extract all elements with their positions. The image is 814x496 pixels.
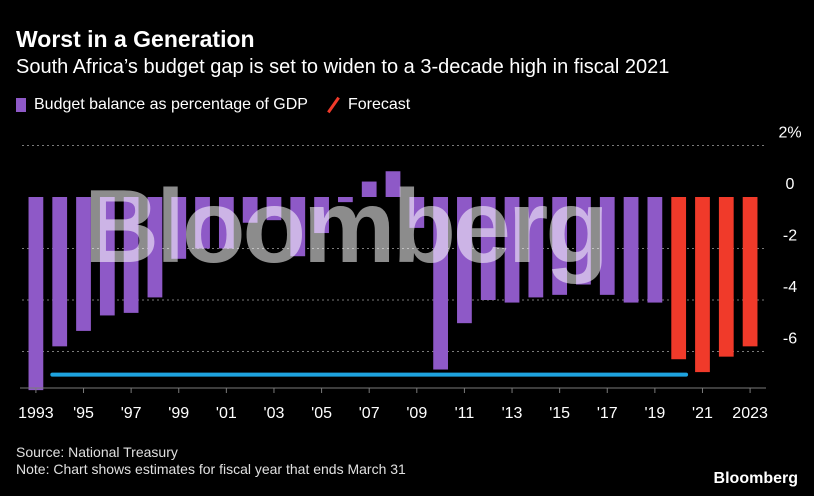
brand-logo: Bloomberg <box>713 470 798 487</box>
x-tick-label: '95 <box>73 405 94 422</box>
actual-bar <box>409 197 425 228</box>
x-tick-label: '21 <box>692 405 713 422</box>
x-tick-label: '03 <box>264 405 285 422</box>
x-tick-label: '09 <box>406 405 427 422</box>
actual-bar <box>385 171 401 197</box>
x-tick-label: '17 <box>597 405 618 422</box>
legend: Budget balance as percentage of GDP Fore… <box>16 95 410 115</box>
actual-bar <box>457 197 472 324</box>
actual-bar <box>599 197 615 295</box>
forecast-bar <box>695 197 710 373</box>
actual-bar <box>76 197 91 331</box>
y-tick-label: -6 <box>783 331 797 348</box>
x-tick-label: '07 <box>359 405 380 422</box>
actual-bar <box>290 197 306 257</box>
legend-swatch-budget <box>16 98 26 112</box>
actual-bar <box>171 197 187 259</box>
actual-bar <box>504 197 520 303</box>
actual-bar <box>266 197 282 221</box>
y-tick-label: 0 <box>786 176 795 193</box>
actual-bar <box>218 197 234 249</box>
x-tick-label: '97 <box>121 405 142 422</box>
x-tick-label: '99 <box>168 405 189 422</box>
x-tick-label: '01 <box>216 405 237 422</box>
chart-title: Worst in a Generation <box>16 26 255 52</box>
x-tick-label: '19 <box>644 405 665 422</box>
actual-bar <box>123 197 139 313</box>
actual-bar <box>314 197 329 234</box>
actual-bar <box>28 197 44 391</box>
y-tick-label: 2% <box>778 125 801 142</box>
x-tick-label: '05 <box>311 405 332 422</box>
y-tick-label: -2 <box>783 228 797 245</box>
actual-bar <box>623 197 639 303</box>
source-note: Source: National Treasury <box>16 444 178 460</box>
forecast-bar <box>742 197 758 347</box>
footnote: Note: Chart shows estimates for fiscal y… <box>16 461 406 477</box>
x-tick-label: 1993 <box>18 405 54 422</box>
actual-bar <box>528 197 544 298</box>
actual-bar <box>147 197 163 298</box>
actual-bar <box>576 197 591 285</box>
actual-bar <box>195 197 210 249</box>
actual-bar <box>480 197 496 300</box>
x-tick-label: '13 <box>502 405 523 422</box>
actual-bar <box>552 197 568 295</box>
forecast-bar <box>671 197 687 360</box>
actual-bar <box>99 197 115 316</box>
actual-bar <box>647 197 663 303</box>
chart-subtitle: South Africa’s budget gap is set to wide… <box>16 56 670 78</box>
legend-label-budget: Budget balance as percentage of GDP <box>34 96 308 113</box>
forecast-bar <box>718 197 734 357</box>
actual-bar <box>242 197 258 223</box>
x-tick-label: '11 <box>455 405 475 422</box>
actual-bar <box>338 197 353 203</box>
actual-bar <box>52 197 68 347</box>
x-tick-label: '15 <box>549 405 570 422</box>
x-tick-label: 2023 <box>732 405 768 422</box>
y-tick-label: -4 <box>783 279 797 296</box>
actual-bar <box>361 181 377 197</box>
actual-bar <box>433 197 448 370</box>
legend-label-forecast: Forecast <box>347 96 411 113</box>
